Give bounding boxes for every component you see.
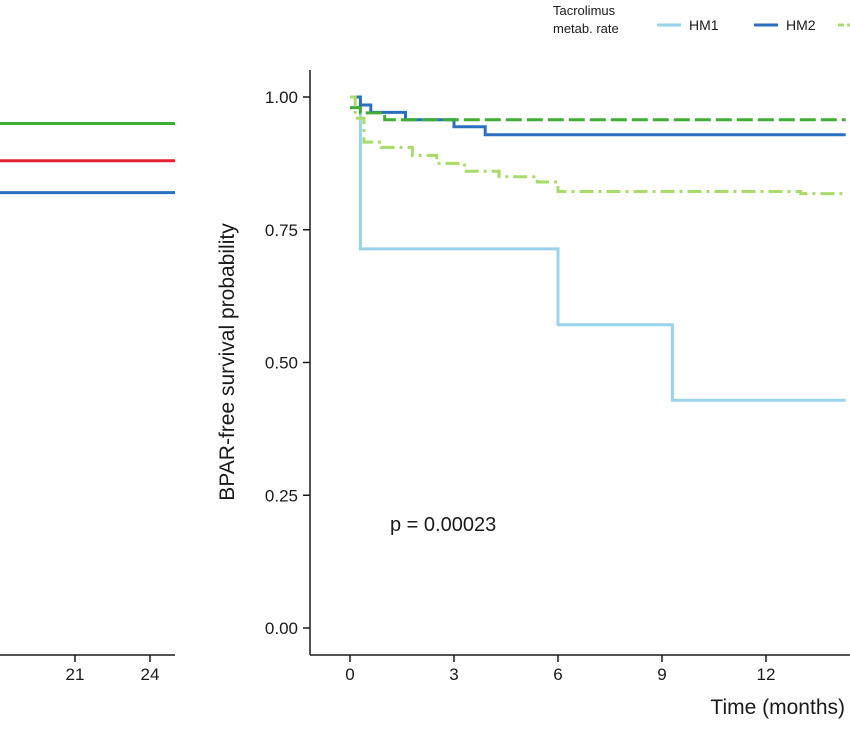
p-value-annotation: p = 0.00023 xyxy=(390,514,496,536)
x-tick-label: 0 xyxy=(345,665,354,684)
y-tick-label: 0.00 xyxy=(265,619,298,638)
left-x-tick-label: 24 xyxy=(141,665,160,684)
legend-label-hm2: HM2 xyxy=(786,17,816,33)
x-tick-label: 3 xyxy=(449,665,458,684)
legend-label-hm1: HM1 xyxy=(689,17,719,33)
series-line-hm4 xyxy=(350,106,846,122)
y-tick-label: 0.25 xyxy=(265,486,298,505)
left-x-tick-label: 21 xyxy=(66,665,85,684)
series-line-hm2 xyxy=(350,95,846,137)
y-tick-label: 1.00 xyxy=(265,88,298,107)
y-tick-label: 0.75 xyxy=(265,221,298,240)
legend-title-line1: Tacrolimus xyxy=(553,3,616,18)
x-tick-label: 12 xyxy=(757,665,776,684)
legend-title-line2: metab. rate xyxy=(553,21,619,36)
x-tick-label: 6 xyxy=(553,665,562,684)
series-line-hm1 xyxy=(350,95,846,402)
y-tick-label: 0.50 xyxy=(265,354,298,373)
x-tick-label: 9 xyxy=(657,665,666,684)
left-panel: 21 24 xyxy=(0,122,175,684)
y-axis-title: BPAR-free survival probability xyxy=(216,223,239,501)
x-axis-title: Time (months) xyxy=(710,696,845,719)
series-line-hm3 xyxy=(350,95,846,196)
right-panel: 0.00 0.25 0.50 0.75 1.00 0 3 6 9 12 Time (months) B… xyxy=(216,3,850,719)
